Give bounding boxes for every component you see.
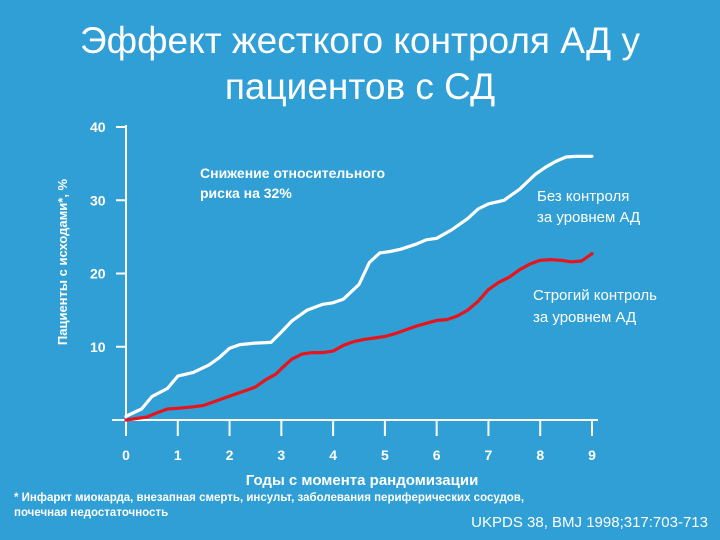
- series-line-tight-control: [124, 252, 594, 422]
- chart-axes: [112, 125, 598, 436]
- x-tick-label: 4: [329, 447, 337, 463]
- x-tick-label: 7: [485, 447, 493, 463]
- x-axis-title: Годы с момента рандомизации: [246, 472, 479, 489]
- slide-title: Эффект жесткого контроля АД у пациентов …: [0, 18, 720, 110]
- footnote-line-1: * Инфаркт миокарда, внезапная смерть, ин…: [14, 492, 525, 504]
- x-tick-label: 8: [536, 447, 544, 463]
- series-lines: [124, 154, 594, 422]
- y-axis-title: Пациенты с исходами*, %: [55, 178, 70, 345]
- footnote-line-2: почечная недостаточность: [14, 507, 169, 519]
- y-tick-label: 20: [90, 266, 106, 282]
- x-tick-label: 5: [381, 447, 389, 463]
- y-tick-label: 10: [90, 339, 106, 355]
- series-line-no-control: [124, 154, 594, 418]
- annotation-line-1: Снижение относительного: [200, 165, 385, 181]
- x-tick-label: 2: [226, 447, 234, 463]
- citation: UKPDS 38, BMJ 1998;317:703-713: [471, 514, 708, 531]
- legend-no-control-line-1: Без контроля: [537, 188, 629, 205]
- x-tick-label: 3: [277, 447, 285, 463]
- title-line-2: пациентов с СД: [224, 66, 496, 107]
- x-tick-label: 9: [588, 447, 596, 463]
- legend-no-control-line-2: за уровнем АД: [537, 209, 640, 226]
- title-line-1: Эффект жесткого контроля АД у: [80, 20, 640, 61]
- y-tick-label: 40: [90, 119, 106, 135]
- y-tick-label: 30: [90, 192, 106, 208]
- x-tick-label: 0: [122, 447, 130, 463]
- tick-labels: 10 20 30 40 0 1 2 3 4 5 6 7 8 9: [90, 119, 596, 463]
- chart-labels: Годы с момента рандомизации Пациенты с ис…: [55, 165, 657, 489]
- legend-tight-control-line-2: за уровнем АД: [533, 309, 636, 326]
- annotation-line-2: риска на 32%: [200, 185, 292, 201]
- legend-tight-control-line-1: Строгий контроль: [533, 287, 657, 304]
- footnote: * Инфаркт миокарда, внезапная смерть, ин…: [14, 491, 704, 521]
- x-tick-label: 6: [433, 447, 441, 463]
- x-tick-label: 1: [174, 447, 182, 463]
